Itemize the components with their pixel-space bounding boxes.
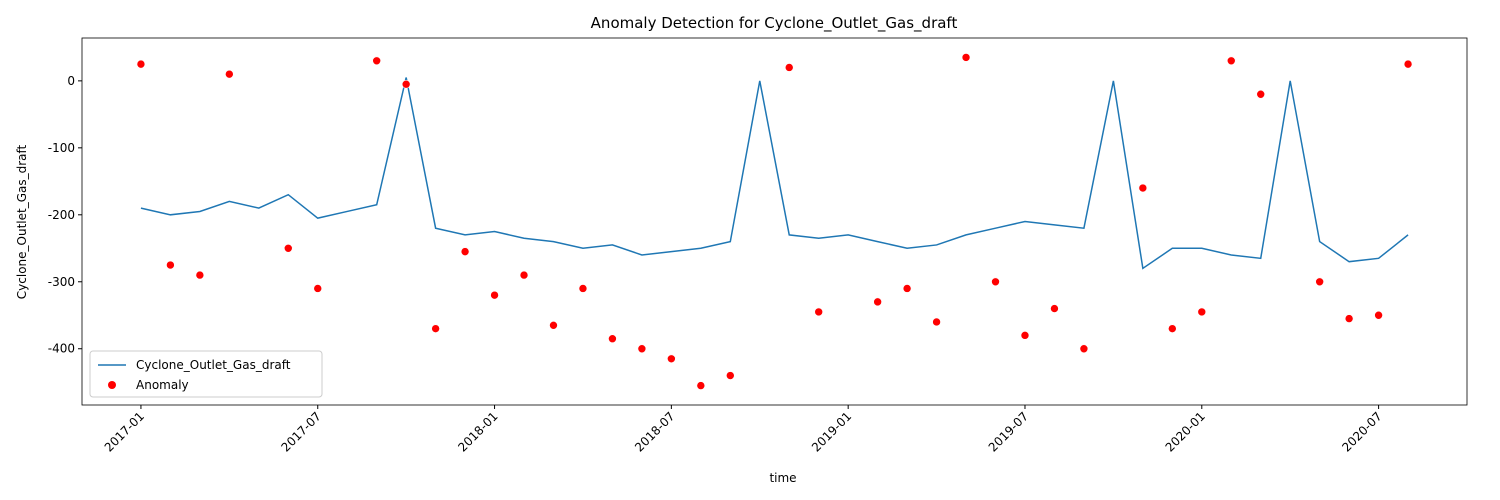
x-tick-label: 2020-01 [1163,409,1208,454]
x-tick-label: 2019-07 [986,409,1031,454]
anomaly-point [1315,277,1324,287]
x-tick-label: 2018-01 [455,409,500,454]
y-tick-label: -200 [48,208,75,222]
plot-frame [81,37,1468,406]
y-tick-label: -300 [48,275,75,289]
anomaly-point [1050,304,1059,313]
anomaly-point [1344,314,1354,323]
anomaly-point [902,284,912,293]
anomaly-point [490,290,499,300]
anomaly-point [1256,89,1266,99]
legend-label: Anomaly [136,378,189,392]
anomaly-point [873,297,882,307]
anomaly-point [136,59,146,69]
anomaly-point [961,53,971,62]
chart-title: Anomaly Detection for Cyclone_Outlet_Gas… [591,14,958,33]
anomaly-point [1138,183,1148,193]
legend-label: Cyclone_Outlet_Gas_draft [136,358,291,372]
x-tick-label: 2017-01 [102,409,147,454]
anomaly-point [1079,344,1089,354]
y-tick-label: -400 [48,342,75,356]
anomaly-point [696,381,706,390]
anomaly-point [1020,331,1030,340]
legend-swatch [108,381,116,389]
data-line [140,77,1409,270]
anomaly-point [784,63,794,72]
anomaly-point [283,243,293,253]
anomaly-point [195,270,205,280]
anomaly-point [372,56,381,66]
anomaly-point [1374,310,1383,320]
anomaly-point [1226,56,1236,66]
y-tick-label: 0 [67,74,75,88]
anomaly-point [313,284,323,293]
anomaly-point [932,317,941,327]
anomaly-point [578,284,588,293]
x-axis-label: time [769,471,796,485]
anomaly-point [166,260,175,270]
anomaly-point [549,321,558,330]
anomaly-point [667,354,676,364]
x-tick-label: 2019-01 [809,409,854,454]
legend-box [89,350,323,398]
anomaly-point [401,79,411,89]
anomaly-point [1403,59,1413,69]
anomaly-point [460,247,470,256]
anomaly-point [1168,324,1177,333]
anomaly-point [431,324,440,333]
x-tick-label: 2020-07 [1339,409,1384,454]
anomaly-point [814,307,824,317]
anomaly-point [608,334,617,343]
anomaly-point [225,69,234,79]
x-tick-label: 2017-07 [279,409,324,454]
y-axis-label: Cyclone_Outlet_Gas_draft [15,144,29,299]
anomaly-point [725,371,735,380]
y-tick-label: -100 [48,141,75,155]
anomaly-point [637,344,647,354]
anomaly-point [1197,307,1207,317]
anomaly-point [519,270,529,280]
x-tick-label: 2018-07 [632,409,677,454]
anomaly-point [991,277,1000,287]
